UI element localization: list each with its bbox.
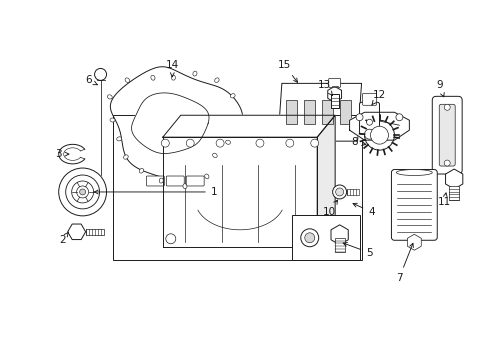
Circle shape	[186, 139, 194, 147]
Circle shape	[304, 234, 314, 244]
Circle shape	[370, 126, 389, 144]
Circle shape	[80, 189, 86, 195]
FancyBboxPatch shape	[439, 104, 455, 166]
Circle shape	[333, 185, 346, 199]
Circle shape	[161, 139, 169, 147]
Ellipse shape	[193, 71, 197, 76]
FancyBboxPatch shape	[166, 176, 184, 186]
Circle shape	[95, 68, 106, 80]
Text: 4: 4	[353, 203, 375, 217]
Ellipse shape	[230, 94, 235, 98]
Ellipse shape	[172, 75, 175, 80]
Text: 1: 1	[95, 187, 218, 197]
Ellipse shape	[183, 184, 187, 189]
Circle shape	[444, 104, 450, 110]
Circle shape	[365, 129, 374, 139]
Ellipse shape	[213, 153, 217, 158]
Circle shape	[305, 233, 315, 243]
Ellipse shape	[125, 78, 129, 82]
Circle shape	[72, 181, 94, 203]
Ellipse shape	[123, 155, 128, 159]
Circle shape	[367, 119, 372, 125]
Text: 6: 6	[85, 75, 98, 85]
FancyBboxPatch shape	[329, 78, 341, 87]
Circle shape	[396, 114, 403, 121]
Polygon shape	[163, 115, 335, 137]
Bar	[346, 189, 359, 195]
Ellipse shape	[159, 178, 163, 183]
Ellipse shape	[107, 95, 112, 99]
Circle shape	[336, 188, 343, 196]
FancyBboxPatch shape	[363, 93, 376, 105]
Ellipse shape	[225, 140, 230, 144]
Circle shape	[301, 229, 318, 247]
Bar	[292, 215, 360, 260]
Circle shape	[365, 120, 394, 150]
Ellipse shape	[110, 118, 115, 122]
Polygon shape	[349, 112, 409, 140]
FancyBboxPatch shape	[186, 176, 204, 186]
Bar	[335, 238, 344, 252]
Ellipse shape	[151, 75, 155, 80]
FancyBboxPatch shape	[392, 170, 437, 240]
Polygon shape	[278, 84, 362, 141]
FancyBboxPatch shape	[147, 176, 164, 186]
Text: 12: 12	[371, 90, 386, 105]
Bar	[304, 100, 315, 124]
Text: 11: 11	[438, 193, 451, 207]
Text: 13: 13	[318, 80, 333, 95]
Polygon shape	[317, 115, 335, 247]
Ellipse shape	[396, 170, 432, 176]
FancyBboxPatch shape	[432, 96, 462, 174]
Circle shape	[356, 114, 363, 121]
Text: 9: 9	[436, 80, 444, 97]
Ellipse shape	[215, 78, 219, 82]
Polygon shape	[132, 93, 209, 153]
Circle shape	[444, 160, 450, 166]
Circle shape	[166, 234, 176, 244]
Text: 8: 8	[351, 137, 366, 147]
Bar	[286, 100, 297, 124]
Text: 7: 7	[396, 243, 414, 283]
Bar	[331, 94, 339, 108]
Polygon shape	[110, 67, 243, 181]
Text: 10: 10	[323, 200, 338, 217]
Ellipse shape	[117, 137, 122, 141]
Bar	[113, 115, 362, 260]
Circle shape	[59, 168, 106, 216]
Bar	[340, 100, 350, 124]
Text: 5: 5	[343, 243, 373, 258]
Ellipse shape	[139, 168, 144, 173]
Circle shape	[286, 139, 294, 147]
Circle shape	[311, 139, 319, 147]
Text: 14: 14	[166, 60, 179, 77]
Circle shape	[76, 186, 89, 198]
Text: 15: 15	[278, 60, 297, 82]
Ellipse shape	[205, 174, 209, 179]
Circle shape	[216, 139, 224, 147]
FancyBboxPatch shape	[360, 102, 379, 134]
Bar	[86, 229, 103, 235]
Circle shape	[66, 175, 99, 209]
Bar	[322, 100, 333, 124]
Text: 2: 2	[59, 232, 69, 245]
Circle shape	[256, 139, 264, 147]
Bar	[449, 186, 459, 200]
Polygon shape	[163, 137, 317, 247]
Text: 3: 3	[55, 149, 69, 159]
